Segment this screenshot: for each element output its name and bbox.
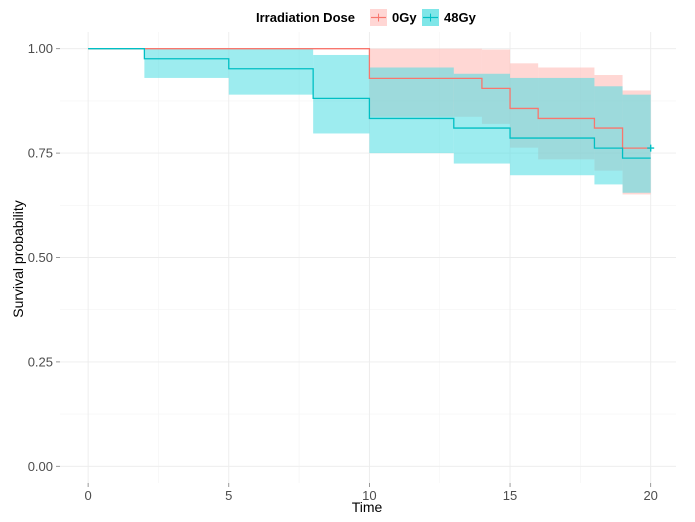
confidence-band-48gy — [622, 94, 651, 193]
legend-key-48gy-cross: + — [425, 11, 435, 25]
legend-key-0gy-cross: + — [373, 11, 383, 25]
legend: Irradiation Dose + 0Gy + 48Gy — [256, 9, 477, 26]
confidence-band-48gy — [369, 67, 454, 154]
y-tick-label: 1.00 — [28, 41, 53, 56]
censor-mark-48gy — [647, 144, 655, 152]
y-tick-label: 0.25 — [28, 354, 53, 369]
confidence-band-48gy — [594, 86, 623, 185]
y-tick-label: 0.00 — [28, 459, 53, 474]
x-tick-label: 5 — [225, 488, 232, 503]
confidence-band-48gy — [510, 77, 595, 176]
y-tick-label: 0.50 — [28, 250, 53, 265]
survival-curve-0gy — [88, 48, 651, 149]
confidence-band-48gy — [144, 48, 229, 78]
x-axis-title: Time — [352, 499, 383, 515]
legend-label-48gy: 48Gy — [444, 10, 477, 25]
legend-key-48gy: + — [422, 9, 439, 26]
survival-curve-48gy — [88, 48, 651, 159]
confidence-band-48gy — [313, 54, 370, 134]
x-tick-label: 15 — [503, 488, 517, 503]
legend-title: Irradiation Dose — [256, 10, 355, 25]
series-layer — [88, 48, 655, 195]
y-axis-title: Survival probability — [10, 200, 26, 318]
legend-label-0gy: 0Gy — [392, 10, 417, 25]
x-tick-label: 20 — [643, 488, 657, 503]
legend-key-0gy: + — [370, 9, 387, 26]
confidence-band-48gy — [228, 48, 314, 95]
y-tick-label: 0.75 — [28, 146, 53, 161]
x-tick-label: 0 — [85, 488, 92, 503]
axes: 0 5 10 15 20 0.00 0.25 0.50 0.75 1.00 — [28, 41, 658, 503]
x-tick-label: 10 — [362, 488, 376, 503]
